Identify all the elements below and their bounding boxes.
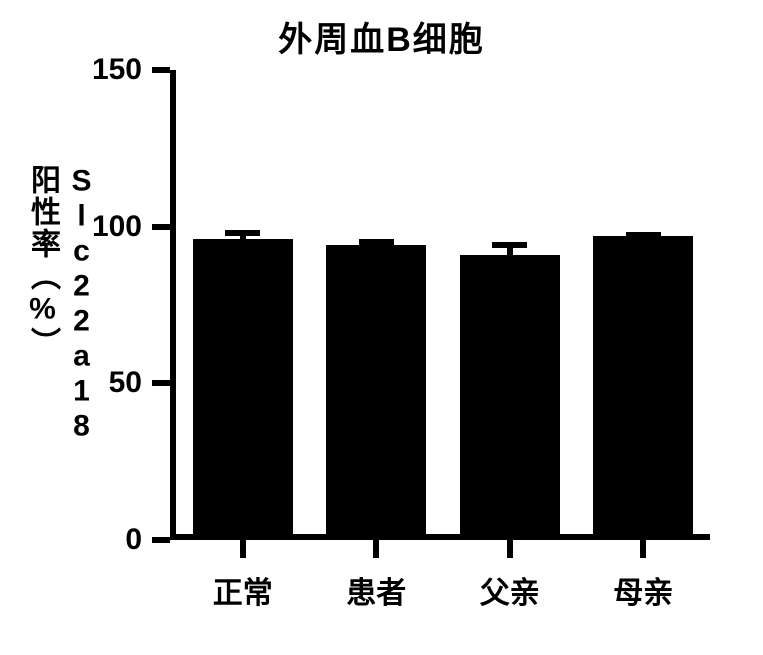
error-bar-cap bbox=[359, 239, 394, 245]
bar-chart: 外周血B细胞 Slc22a18 阳性率（%） 050100150正常患者父亲母亲 bbox=[0, 0, 763, 655]
xtick-mark bbox=[240, 540, 246, 558]
ytick-label: 0 bbox=[125, 523, 142, 557]
y-axis-line bbox=[170, 70, 176, 540]
ytick-mark bbox=[152, 380, 170, 386]
ytick-label: 50 bbox=[109, 366, 142, 400]
x-category-label: 父亲 bbox=[480, 568, 540, 612]
ytick-mark bbox=[152, 537, 170, 543]
plot-area: 050100150正常患者父亲母亲 bbox=[170, 70, 710, 540]
bar bbox=[326, 245, 426, 540]
ytick-mark bbox=[152, 67, 170, 73]
x-category-label: 正常 bbox=[213, 568, 273, 612]
xtick-mark bbox=[640, 540, 646, 558]
bar bbox=[460, 255, 560, 540]
bar bbox=[193, 239, 293, 540]
xtick-mark bbox=[507, 540, 513, 558]
y-axis-label: Slc22a18 阳性率（%） bbox=[20, 164, 98, 492]
ytick-label: 150 bbox=[92, 53, 142, 87]
bar bbox=[593, 236, 693, 540]
error-bar-cap bbox=[225, 230, 260, 236]
error-bar-cap bbox=[492, 242, 527, 248]
error-bar-cap bbox=[626, 232, 661, 238]
ytick-mark bbox=[152, 224, 170, 230]
ytick-label: 100 bbox=[92, 210, 142, 244]
x-category-label: 母亲 bbox=[613, 568, 673, 612]
xtick-mark bbox=[373, 540, 379, 558]
x-category-label: 患者 bbox=[346, 568, 406, 612]
